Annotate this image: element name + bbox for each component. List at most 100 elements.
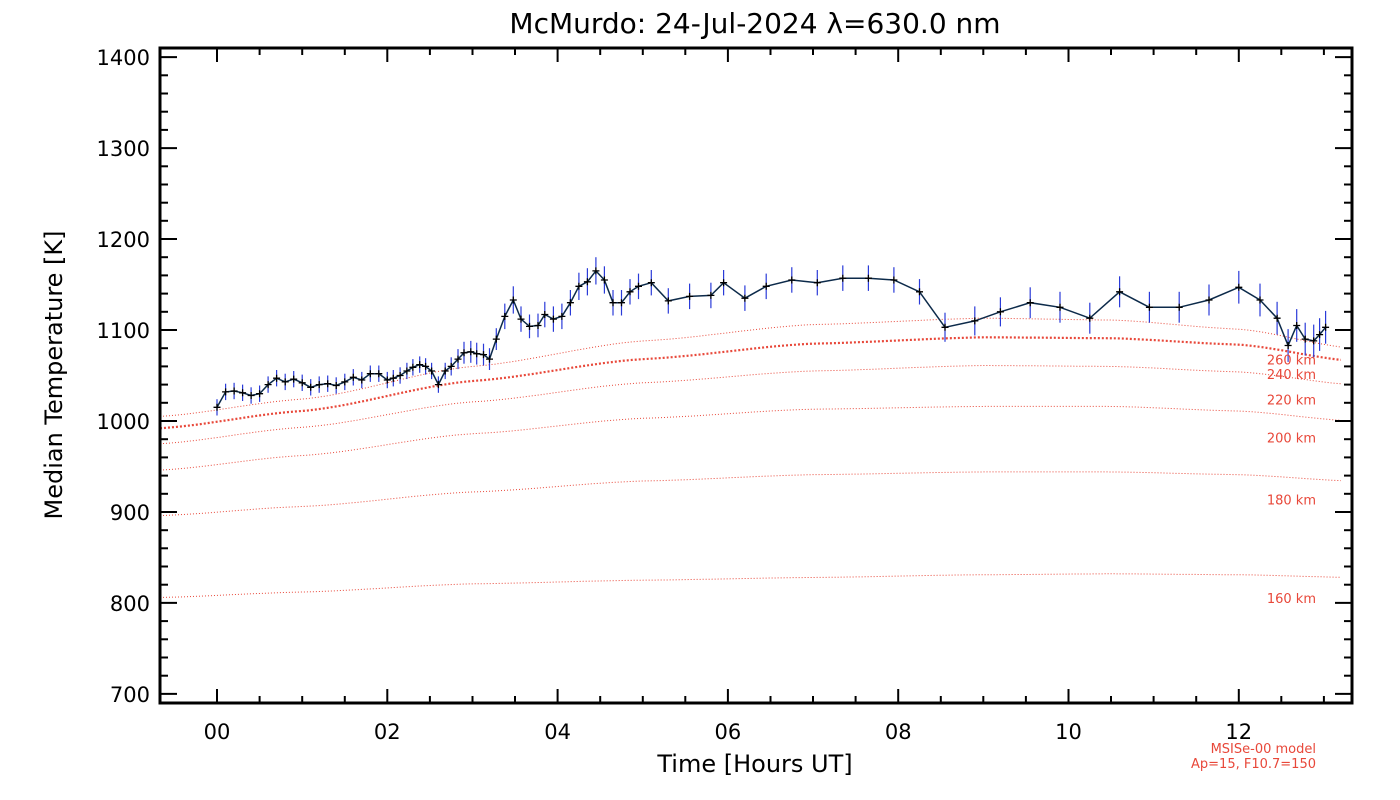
model-curve-260-km [159,317,1341,417]
x-tick-label: 02 [374,720,401,744]
model-curve-180-km [159,471,1341,517]
data-point [741,294,749,302]
data-point [428,367,436,375]
data-point [1316,331,1324,339]
data-point [247,392,255,399]
data-point [635,282,642,290]
data-point [256,390,264,398]
data-point [492,335,500,343]
y-tick-label: 1300 [97,137,150,161]
data-point [389,374,397,382]
data-point [1205,296,1213,304]
data-point [1293,322,1301,329]
data-point [541,311,549,318]
data-point [839,274,847,282]
data-point [626,288,634,296]
data-point [1026,299,1034,307]
data-point [509,296,517,304]
data-point [1310,337,1318,345]
model-curve-200-km [159,405,1341,471]
x-tick-label: 10 [1055,720,1082,744]
data-point [686,292,694,300]
y-tick-label: 1400 [97,46,150,70]
data-point [1256,296,1264,304]
data-point [647,279,655,287]
plot-frame [158,46,1354,705]
data-point [1175,303,1183,311]
data-point [720,279,728,287]
data-point [762,282,770,290]
data-point [813,279,821,287]
data-point [454,355,462,363]
data-point [1086,314,1094,322]
x-tick-label: 12 [1225,720,1252,744]
altitude-label: 260 km [1267,354,1316,369]
x-tick-label: 00 [204,720,231,744]
model-note-line2: Ap=15, F10.7=150 [1191,757,1316,772]
data-point [618,299,625,307]
data-point [575,282,583,290]
data-point [349,373,357,381]
data-point [375,370,383,378]
data-point [1235,283,1243,291]
altitude-label: 160 km [1267,592,1316,607]
y-tick-label: 1100 [97,319,150,343]
data-point [916,288,923,296]
x-axis-ticks: 00 02 04 06 08 10 12 [204,48,1325,744]
data-point [1284,342,1292,349]
data-point [460,349,468,357]
model-curve-220-km [159,364,1341,445]
data-point [1322,323,1330,331]
data-point [864,274,872,282]
data-point [409,363,417,371]
model-note-line1: MSISe-00 model [1211,742,1316,757]
data-point [788,276,796,284]
data-point [358,376,366,384]
data-point [600,276,608,284]
y-tick-label: 900 [110,501,150,525]
data-point [526,322,533,330]
measurement-line [216,269,1327,408]
altitude-label: 180 km [1267,494,1316,509]
y-axis-ticks: 700 800 900 1000 1100 1200 1300 1400 [97,46,1352,707]
data-point [222,388,230,396]
x-tick-label: 06 [715,720,742,744]
x-axis-label: Time [Hours UT] [656,750,852,778]
data-point [281,378,289,386]
data-point [664,297,672,305]
data-point [583,278,591,286]
data-point [1145,303,1153,311]
data-point [341,378,349,386]
data-point [290,375,298,383]
data-point [434,381,442,389]
data-point [416,361,424,369]
y-tick-label: 1200 [97,228,150,252]
x-tick-label: 08 [885,720,912,744]
data-point [315,381,323,389]
x-tick-label: 04 [544,720,571,744]
data-point [971,317,979,325]
data-point [486,355,493,363]
y-tick-label: 800 [110,592,150,616]
data-point [1116,288,1124,296]
data-point [566,299,574,307]
data-point [609,299,617,307]
data-point [1301,335,1309,343]
data-point [307,383,315,391]
data-point [298,379,306,387]
data-point [273,374,281,382]
data-point [473,350,481,358]
data-point [890,276,898,284]
model-curve-160-km [159,573,1341,598]
data-point [1056,303,1064,311]
data-point [517,315,525,323]
data-point [396,372,404,379]
data-point [501,312,509,320]
altitude-label: 240 km [1267,368,1316,383]
data-point [213,403,221,411]
error-bars [216,257,1327,416]
y-axis-label: Median Temperature [K] [40,230,68,519]
data-point [383,376,391,384]
